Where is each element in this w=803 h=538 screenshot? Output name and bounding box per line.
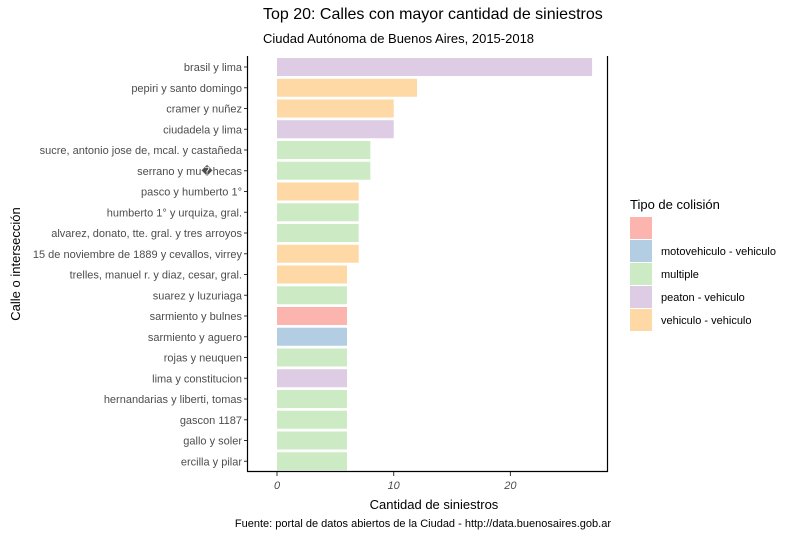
legend: Tipo de colisión motovehiculo - vehiculo… (630, 197, 776, 331)
bar (277, 265, 348, 284)
y-tick-label: cramer y nuñez (166, 104, 242, 116)
y-tick-label: rojas y neuquen (164, 353, 242, 365)
y-tick-label: alvarez, donato, tte. gral. y tres arroy… (51, 228, 242, 240)
legend-label: multiple (661, 269, 699, 281)
y-tick-label: gallo y soler (183, 436, 242, 448)
y-tick-label: sarmiento y bulnes (150, 311, 243, 323)
bar (277, 327, 348, 346)
bar (277, 99, 394, 118)
legend-label: vehiculo - vehiculo (661, 315, 752, 327)
y-tick-label: 15 de noviembre de 1889 y cevallos, virr… (33, 249, 243, 261)
y-tick-label: sarmiento y aguero (148, 332, 242, 344)
bar (277, 431, 348, 450)
bar (277, 224, 359, 242)
bar (277, 78, 418, 97)
y-tick-label: pasco y humberto 1° (141, 187, 242, 199)
x-tick-label: 0 (274, 480, 281, 492)
bar (277, 369, 348, 388)
bar (277, 58, 593, 76)
bar (277, 120, 394, 139)
bar (277, 410, 348, 429)
y-tick-label: brasil y lima (184, 62, 243, 74)
chart-title: Top 20: Calles con mayor cantidad de sin… (263, 6, 603, 23)
y-tick-label: sucre, antonio jose de, mcal. y castañed… (40, 145, 243, 157)
y-tick-label: serrano y mu�hecas (137, 165, 242, 178)
y-tick-label: hernandarias y liberti, tomas (104, 394, 243, 406)
legend-title: Tipo de colisión (630, 197, 720, 212)
legend-swatch (630, 240, 652, 262)
y-tick-label: ciudadela y lima (163, 124, 243, 136)
legend-swatch (630, 309, 652, 331)
y-tick-label: gascon 1187 (180, 415, 242, 427)
x-tick-label: 10 (388, 480, 401, 492)
bar (277, 182, 359, 201)
y-axis-title: Calle o intersección (8, 207, 23, 320)
bar (277, 244, 359, 263)
chart-subtitle: Ciudad Autónoma de Buenos Aires, 2015-20… (263, 31, 535, 46)
y-tick-label: lima y constitucion (152, 373, 242, 385)
bar (277, 203, 359, 222)
bar (277, 348, 348, 367)
y-tick-label: pepiri y santo domingo (131, 83, 242, 95)
bar (277, 286, 348, 305)
legend-label: motovehiculo - vehiculo (661, 246, 776, 258)
x-axis-title: Cantidad de siniestros (370, 497, 499, 512)
y-tick-label: trelles, manuel r. y diaz, cesar, gral. (70, 270, 242, 282)
y-tick-label: suarez y luzuriaga (153, 290, 243, 302)
y-tick-label: humberto 1° y urquiza, gral. (107, 207, 242, 219)
legend-label: peaton - vehiculo (661, 292, 745, 304)
bar (277, 161, 371, 180)
legend-swatch (630, 286, 652, 308)
x-tick-label: 20 (503, 480, 517, 492)
x-ticks: 0 10 20 (274, 472, 517, 492)
bars-layer (277, 58, 593, 471)
y-tick-labels: brasil y lima pepiri y santo domingo crame… (33, 62, 247, 468)
y-tick-label: ercilla y pilar (181, 456, 242, 468)
legend-swatch (630, 217, 652, 239)
bar (277, 141, 371, 159)
chart-caption: Fuente: portal de datos abiertos de la C… (234, 518, 611, 530)
bar (277, 452, 348, 471)
bar (277, 390, 348, 408)
bar (277, 307, 348, 325)
legend-swatch (630, 263, 652, 285)
